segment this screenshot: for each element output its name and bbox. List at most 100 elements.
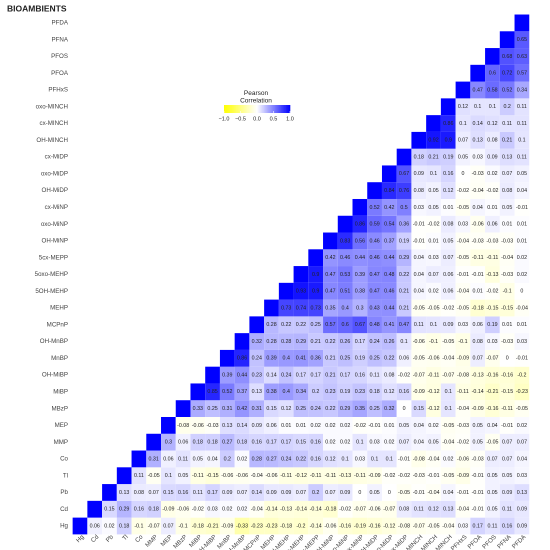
- heatmap-cell: [396, 400, 412, 417]
- heatmap-cell: [219, 450, 235, 468]
- heatmap-cell: [337, 517, 353, 535]
- heatmap-cell: [367, 517, 382, 535]
- cell-label: 0.03: [517, 339, 527, 345]
- heatmap-cell: [161, 484, 176, 501]
- heatmap-cell: [411, 433, 427, 451]
- cell-label: 0.12: [428, 507, 438, 513]
- cell-label: -0.05: [486, 440, 498, 446]
- heatmap-cell: [190, 517, 206, 535]
- cell-label: 0.02: [428, 423, 438, 429]
- cell-label: 0.01: [502, 322, 512, 328]
- heatmap-cell: [308, 467, 324, 485]
- cell-label: -0.04: [251, 473, 263, 479]
- colorbar-segment: [257, 105, 259, 113]
- heatmap-cell: [499, 232, 515, 250]
- cell-label: 0.09: [502, 490, 512, 496]
- cell-label: 0.02: [428, 289, 438, 295]
- cell-label: -0.05: [442, 423, 454, 429]
- cell-label: 0.25: [311, 322, 321, 328]
- cell-label: 0.16: [311, 440, 321, 446]
- heatmap-cell: [352, 517, 368, 535]
- cell-label: -0.1: [458, 339, 467, 345]
- heatmap-cell: [293, 433, 309, 451]
- cell-label: 0.57: [325, 322, 335, 328]
- heatmap-cell: [352, 299, 368, 317]
- heatmap-cell: [161, 517, 176, 535]
- cell-label: 0.6: [341, 322, 348, 328]
- heatmap-cell: [470, 215, 486, 233]
- cell-label: -0.03: [472, 238, 484, 244]
- heatmap-cell: [396, 215, 412, 233]
- heatmap-cell: [381, 316, 397, 334]
- heatmap-cell: [426, 500, 441, 518]
- cell-label: 0.14: [237, 423, 247, 429]
- cell-label: -0.03: [472, 456, 484, 462]
- heatmap-cell: [323, 333, 338, 350]
- cell-label: -0.12: [427, 406, 439, 412]
- cell-label: 0.07: [502, 171, 512, 177]
- colorbar-segment: [241, 105, 243, 113]
- heatmap-cell: [426, 182, 441, 199]
- heatmap-cell: [175, 450, 191, 468]
- cell-label: -0.05: [457, 205, 469, 211]
- cell-label: 0.44: [355, 255, 365, 261]
- colorbar-segment: [243, 105, 246, 113]
- heatmap-cell: [308, 433, 324, 451]
- heatmap-cell: [205, 467, 220, 485]
- heatmap-cell: [337, 316, 353, 334]
- cell-label: 0.11: [178, 456, 188, 462]
- heatmap-cell: [485, 500, 500, 518]
- heatmap-cell: [205, 433, 220, 451]
- diagonal-cell: [190, 383, 206, 401]
- cell-label: 0.68: [502, 54, 512, 60]
- heatmap-cell: [219, 416, 235, 434]
- cell-label: 0.47: [473, 87, 483, 93]
- cell-label: 0.08: [399, 507, 409, 513]
- heatmap-cell: [485, 131, 500, 149]
- colorbar-segment: [229, 105, 231, 113]
- diagonal-cell: [499, 31, 515, 49]
- heatmap-cell: [499, 165, 515, 183]
- heatmap-cell: [455, 416, 471, 434]
- cell-label: 0.32: [252, 339, 262, 345]
- cell-label: 0.01: [443, 205, 453, 211]
- heatmap-cell: [205, 517, 220, 535]
- cell-label: -0.14: [472, 389, 484, 395]
- heatmap-cell: [514, 64, 530, 82]
- cell-label: -0.16: [339, 523, 351, 529]
- cell-label: -0.05: [413, 305, 425, 311]
- cell-label: 0.83: [340, 238, 350, 244]
- heatmap-cell: [205, 484, 220, 501]
- cell-label: 0.93: [296, 289, 306, 295]
- cell-label: -0.06: [369, 507, 381, 513]
- heatmap-cell: [337, 500, 353, 518]
- cell-label: 0: [462, 171, 465, 177]
- cell-label: -0.06: [221, 473, 233, 479]
- heatmap-cell: [249, 333, 265, 350]
- cell-label: -0.13: [339, 473, 351, 479]
- heatmap-cell: [470, 232, 486, 250]
- y-axis-label: cx-MiNP: [45, 204, 68, 211]
- y-axis-label: oxo-MINCH: [36, 103, 68, 110]
- heatmap-cell: [308, 517, 324, 535]
- heatmap-cell: [470, 333, 486, 350]
- heatmap-cell: [440, 333, 456, 350]
- cell-label: 0.24: [369, 339, 379, 345]
- heatmap-cell: [190, 467, 206, 485]
- cell-label: 0.03: [428, 255, 438, 261]
- heatmap-cell: [485, 467, 500, 485]
- cell-label: 0.1: [371, 456, 378, 462]
- y-axis-label: PFDA: [51, 20, 68, 27]
- heatmap-cell: [470, 299, 486, 317]
- heatmap-cell: [308, 282, 324, 300]
- y-axis-label: MEP: [55, 422, 68, 429]
- cell-label: 0.02: [517, 423, 527, 429]
- heatmap-cell: [440, 500, 456, 518]
- heatmap-cell: [411, 383, 427, 401]
- heatmap-cell: [499, 433, 515, 451]
- heatmap-cell: [499, 148, 515, 166]
- cell-label: 0.2: [312, 389, 319, 395]
- heatmap-cell: [175, 484, 191, 501]
- colorbar-segment: [269, 105, 271, 113]
- heatmap-cell: [485, 316, 500, 334]
